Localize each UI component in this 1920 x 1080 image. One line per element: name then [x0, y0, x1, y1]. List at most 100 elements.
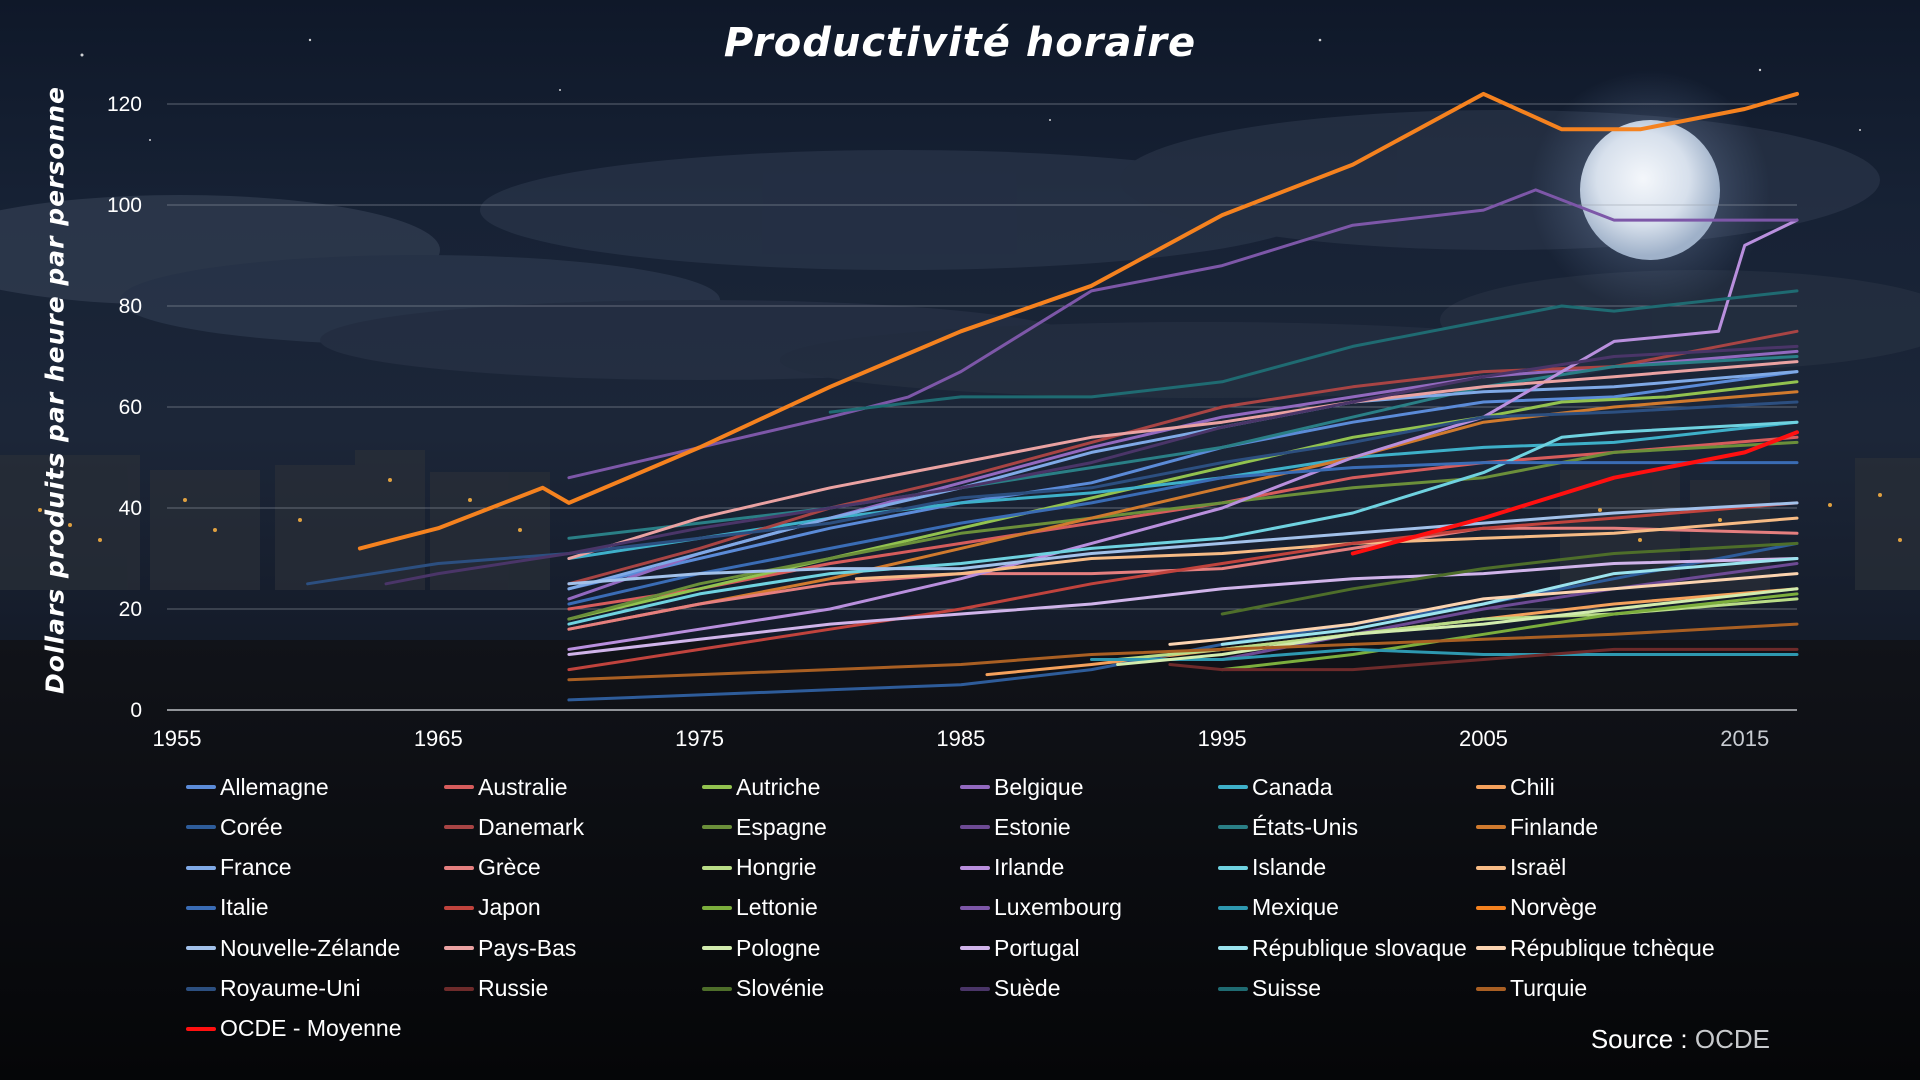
legend-swatch [444, 946, 474, 951]
legend-label: France [220, 854, 292, 881]
legend-swatch [1476, 785, 1506, 789]
series-line [828, 289, 1799, 414]
legend-item: Finlande [1476, 812, 1598, 842]
series-line [1350, 430, 1799, 556]
legend-label: Corée [220, 813, 283, 840]
legend-item: Suisse [1218, 974, 1321, 1004]
legend-swatch [960, 865, 990, 870]
legend-item: Israël [1476, 853, 1566, 883]
legend-label: Espagne [736, 813, 827, 840]
axes: 0 20 40 60 80 100 120 1955 1965 1975 1985 1995 2005 2… [107, 93, 1769, 751]
legend-swatch [960, 785, 990, 789]
legend-item: Belgique [960, 772, 1084, 802]
y-tick-label: 0 [130, 699, 142, 722]
legend-item: Italie [186, 893, 269, 923]
legend-swatch [444, 865, 474, 870]
x-tick-label: 2015 [1720, 726, 1769, 751]
legend-label: Norvège [1510, 894, 1597, 921]
series-line [306, 400, 1799, 586]
legend-swatch [186, 986, 216, 991]
x-tick-label: 1965 [414, 726, 463, 751]
legend-item: Japon [444, 893, 541, 923]
legend-swatch [444, 785, 474, 789]
legend-item: Nouvelle-Zélande [186, 933, 400, 963]
legend-label: République tchèque [1510, 934, 1715, 961]
legend-swatch [1476, 865, 1506, 870]
legend-swatch [444, 905, 474, 910]
series-line [567, 501, 1799, 672]
legend-item: États-Unis [1218, 812, 1358, 842]
x-tick-label: 1955 [153, 726, 202, 751]
legend-item: Australie [444, 772, 567, 802]
legend-label: Japon [478, 894, 541, 921]
series-line [567, 435, 1799, 611]
series-line [567, 370, 1799, 591]
series-line [1220, 592, 1799, 672]
legend-item: OCDE - Moyenne [186, 1014, 402, 1044]
series-line [567, 329, 1799, 586]
x-tick-label: 1975 [675, 726, 724, 751]
y-tick-label: 40 [119, 497, 142, 520]
legend-swatch [702, 986, 732, 991]
legend-swatch [186, 785, 216, 789]
legend-item: Grèce [444, 853, 541, 883]
legend-swatch [960, 825, 990, 830]
y-tick-label: 100 [107, 194, 142, 217]
legend-item: Danemark [444, 812, 584, 842]
y-tick-label: 120 [107, 93, 142, 116]
legend-item: Estonie [960, 812, 1071, 842]
legend-label: Grèce [478, 854, 541, 881]
source-label: Source [1590, 1024, 1674, 1054]
legend-item: Mexique [1218, 893, 1339, 923]
legend-label: Nouvelle-Zélande [220, 934, 401, 961]
legend-swatch [960, 946, 990, 951]
ground [0, 640, 1920, 1080]
legend-label: Israël [1510, 854, 1567, 881]
legend-item: Lettonie [702, 893, 818, 923]
legend-swatch [702, 865, 732, 870]
legend-label: Estonie [994, 813, 1071, 840]
stars [80, 38, 1861, 141]
legend-label: Royaume-Uni [220, 975, 361, 1001]
series-lines [306, 91, 1799, 702]
legend-item: Slovénie [702, 974, 824, 1004]
legend-item: Turquie [1476, 974, 1587, 1004]
legend-label: Suède [994, 975, 1061, 1001]
series-line [1168, 572, 1799, 646]
legend-swatch [1476, 986, 1506, 991]
legend-swatch [1218, 865, 1248, 870]
series-line [357, 91, 1799, 551]
series-line [567, 622, 1799, 682]
legend-item: Pays-Bas [444, 933, 576, 963]
series-line [1116, 587, 1799, 666]
legend-label: Pologne [736, 934, 821, 961]
legend-item: Portugal [960, 933, 1080, 963]
legend-swatch [444, 986, 474, 991]
legend-swatch [444, 825, 474, 830]
series-line [1220, 541, 1799, 616]
legend-label: Islande [1252, 854, 1327, 881]
legend-label: Chili [1510, 773, 1555, 800]
legend-label: OCDE - Moyenne [220, 1015, 402, 1042]
legend-item: Allemagne [186, 772, 329, 802]
series-line [384, 344, 1799, 586]
series-line [567, 420, 1799, 626]
chart-title: Productivité horaire [723, 20, 1197, 66]
legend-item: Norvège [1476, 893, 1597, 923]
legend-swatch [1476, 946, 1506, 951]
series-line [567, 218, 1799, 651]
legend-swatch [1218, 785, 1248, 789]
y-axis-label: Dollars produits par heure par personne [40, 86, 70, 694]
legend-label: Australie [478, 773, 568, 800]
legend-item: Suède [960, 974, 1061, 1004]
legend-swatch [186, 946, 216, 951]
legend-label: Finlande [1510, 813, 1599, 840]
legend-item: France [186, 853, 292, 883]
legend-item: Russie [444, 974, 548, 1004]
legend-swatch [1476, 905, 1506, 910]
legend-swatch [186, 905, 216, 910]
legend-item: Irlande [960, 853, 1064, 883]
legend-swatch [702, 946, 732, 951]
series-line [1220, 562, 1799, 661]
